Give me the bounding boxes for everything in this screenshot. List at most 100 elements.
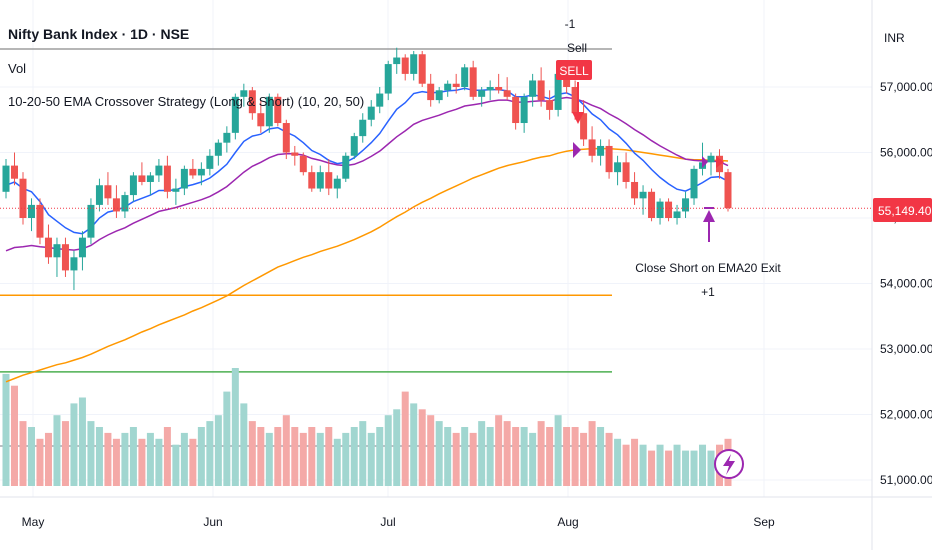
volume-bar <box>299 432 307 486</box>
volume-bar <box>469 432 477 486</box>
volume-bars <box>2 368 732 486</box>
volume-bar <box>61 421 69 486</box>
candle <box>724 168 732 212</box>
volume-bar <box>27 427 35 486</box>
volume-bar <box>172 444 180 486</box>
volume-bar <box>104 432 112 486</box>
candle <box>452 73 460 94</box>
volume-bar <box>410 403 418 486</box>
candle <box>316 165 324 192</box>
y-tick-label: 56,000.00 <box>880 146 932 160</box>
candle <box>112 185 120 218</box>
candle <box>240 83 248 107</box>
sell-signal[interactable]: -1 Sell SELL <box>556 17 592 124</box>
candle <box>248 87 256 120</box>
x-tick-label: Aug <box>557 515 578 529</box>
candle <box>61 237 69 277</box>
close-short-signal[interactable]: Close Short on EMA20 Exit +1 <box>635 207 781 299</box>
volume-bar <box>163 427 171 486</box>
volume-bar <box>78 397 86 486</box>
candle <box>359 113 367 143</box>
volume-bar <box>53 415 61 486</box>
close-arrow-icon <box>703 210 715 222</box>
volume-bar <box>444 427 452 486</box>
candle <box>206 149 214 176</box>
candle <box>656 198 664 225</box>
candle <box>223 126 231 153</box>
candle <box>588 126 596 163</box>
volume-bar <box>231 368 239 486</box>
candle <box>418 50 426 87</box>
volume-bar <box>112 438 120 486</box>
volume-bar <box>367 432 375 486</box>
candle <box>546 90 554 120</box>
candle <box>665 198 673 222</box>
y-axis[interactable]: 57,000.0056,000.0055,000.0054,000.0053,0… <box>880 80 932 487</box>
candle <box>299 152 307 176</box>
volume-bar <box>682 450 690 486</box>
volume-bar <box>291 427 299 486</box>
vol-indicator-label[interactable]: Vol <box>8 61 26 76</box>
volume-bar <box>571 427 579 486</box>
candle <box>512 93 520 130</box>
candle <box>19 172 27 225</box>
volume-bar <box>495 415 503 486</box>
volume-bar <box>537 421 545 486</box>
candle <box>274 93 282 127</box>
candle <box>605 139 613 179</box>
volume-bar <box>70 403 78 486</box>
volume-bar <box>248 421 256 486</box>
candle <box>614 155 622 186</box>
volume-bar <box>597 427 605 486</box>
volume-bar <box>707 450 715 486</box>
volume-bar <box>155 438 163 486</box>
candle <box>639 185 647 215</box>
volume-bar <box>673 444 681 486</box>
volume-bar <box>257 427 265 486</box>
candle <box>53 237 61 277</box>
y-tick-label: 53,000.00 <box>880 342 932 356</box>
candle <box>690 165 698 205</box>
volume-bar <box>486 427 494 486</box>
volume-bar <box>699 444 707 486</box>
volume-bar <box>206 421 214 486</box>
candle <box>189 159 197 179</box>
candle <box>333 175 341 199</box>
candle <box>597 139 605 166</box>
candle <box>2 159 10 199</box>
volume-bar <box>580 432 588 486</box>
volume-bar <box>240 403 248 486</box>
volume-bar <box>197 427 205 486</box>
last-price-value: 55,149.40 <box>878 204 932 218</box>
volume-bar <box>44 432 52 486</box>
volume-bar <box>605 432 613 486</box>
currency-label: INR <box>884 31 905 45</box>
candle <box>393 47 401 74</box>
candle <box>673 204 681 225</box>
volume-bar <box>418 409 426 486</box>
close-text: Close Short on EMA20 Exit <box>635 261 781 275</box>
volume-bar <box>376 427 384 486</box>
volume-bar <box>274 427 282 486</box>
entry-marker-icon <box>573 142 581 158</box>
candle <box>70 250 78 291</box>
candle <box>291 145 299 166</box>
volume-bar <box>546 427 554 486</box>
candle <box>384 60 392 101</box>
x-axis[interactable]: May Jun Jul Aug Sep <box>22 515 775 529</box>
sell-tag: SELL <box>559 64 589 78</box>
candlesticks <box>2 47 732 291</box>
candle <box>444 80 452 97</box>
volume-bar <box>350 427 358 486</box>
volume-bar <box>342 432 350 486</box>
lightning-icon[interactable] <box>714 449 744 479</box>
x-tick-label: Jul <box>380 515 395 529</box>
last-price-badge: 55,149.40 <box>873 198 932 222</box>
candle <box>27 198 35 232</box>
candle <box>427 73 435 107</box>
volume-bar <box>95 427 103 486</box>
strategy-label[interactable]: 10-20-50 EMA Crossover Strategy (Long & … <box>8 94 364 109</box>
marker-icon <box>702 156 708 168</box>
volume-bar <box>189 438 197 486</box>
